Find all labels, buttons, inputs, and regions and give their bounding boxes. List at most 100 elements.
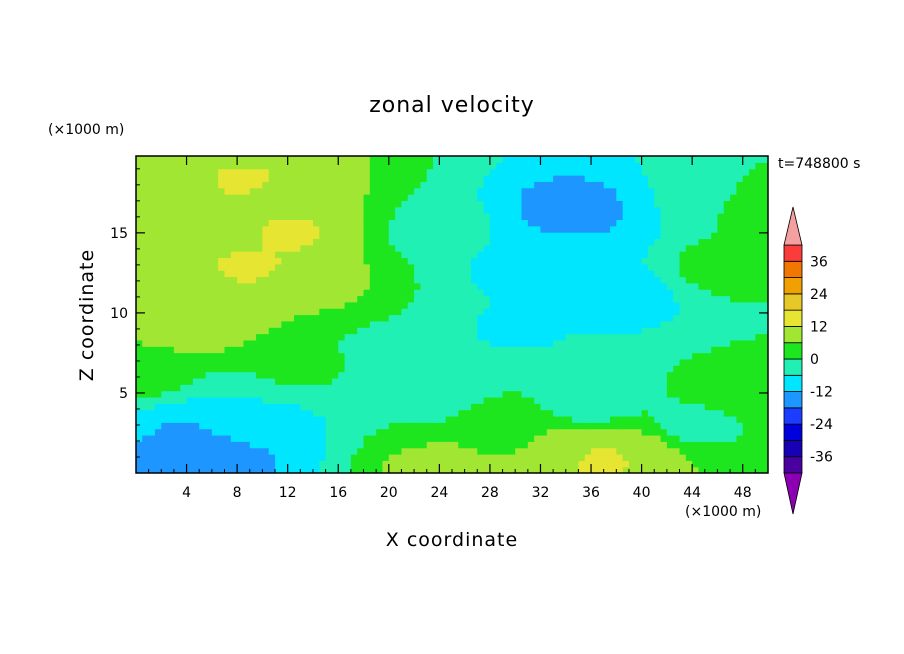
field-cell — [192, 175, 200, 182]
field-cell — [237, 187, 245, 195]
field-cell — [591, 358, 598, 366]
field-cell — [761, 333, 768, 341]
field-cell — [749, 377, 756, 385]
field-cell — [717, 441, 725, 449]
field-cell — [534, 434, 542, 442]
field-cell — [281, 213, 289, 220]
field-cell — [167, 377, 175, 385]
field-cell — [553, 320, 561, 328]
field-cell — [749, 396, 756, 404]
field-cell — [527, 301, 535, 309]
field-cell — [755, 232, 763, 240]
field-cell — [319, 251, 327, 259]
field-cell — [249, 460, 257, 468]
field-cell — [312, 308, 320, 316]
field-cell — [319, 403, 327, 411]
field-cell — [470, 365, 478, 373]
field-cell — [515, 270, 523, 278]
field-cell — [350, 295, 358, 303]
field-cell — [256, 187, 263, 195]
field-cell — [679, 327, 687, 335]
field-cell — [749, 453, 756, 461]
field-cell — [641, 346, 649, 354]
field-cell — [180, 346, 188, 354]
field-cell — [616, 213, 624, 220]
field-cell — [565, 194, 573, 201]
field-cell — [401, 447, 409, 455]
field-cell — [401, 175, 409, 182]
field-cell — [186, 460, 194, 468]
field-cell — [357, 352, 365, 360]
field-cell — [224, 200, 232, 208]
field-cell — [173, 251, 181, 259]
field-cell — [338, 327, 346, 335]
field-cell — [426, 460, 434, 468]
field-cell — [205, 358, 213, 366]
field-cell — [534, 194, 542, 201]
field-cell — [294, 181, 301, 189]
field-cell — [344, 282, 352, 290]
field-cell — [647, 409, 655, 417]
field-cell — [300, 314, 308, 322]
field-cell — [660, 219, 668, 227]
field-cell — [761, 415, 768, 423]
field-cell — [584, 371, 592, 379]
field-cell — [704, 434, 712, 442]
field-cell — [420, 200, 428, 208]
field-cell — [407, 238, 415, 246]
field-cell — [647, 206, 655, 214]
field-cell — [230, 295, 238, 303]
field-cell — [628, 257, 636, 265]
field-cell — [458, 206, 466, 214]
field-cell — [363, 263, 371, 271]
field-cell — [249, 295, 257, 303]
field-cell — [673, 156, 681, 163]
field-cell — [610, 466, 617, 473]
field-cell — [692, 175, 700, 182]
field-cell — [338, 162, 346, 170]
field-cell — [692, 390, 700, 398]
field-cell — [660, 415, 668, 423]
field-cell — [262, 289, 270, 297]
field-cell — [647, 441, 655, 449]
field-cell — [546, 384, 554, 392]
field-cell — [527, 447, 535, 455]
field-cell — [628, 434, 636, 442]
field-cell — [376, 428, 384, 436]
field-cell — [673, 162, 681, 170]
field-cell — [268, 371, 276, 379]
field-cell — [597, 270, 605, 278]
field-cell — [142, 365, 150, 373]
field-cell — [161, 371, 169, 379]
field-cell — [584, 276, 592, 284]
field-cell — [527, 333, 535, 341]
field-cell — [736, 295, 744, 303]
field-cell — [508, 244, 516, 252]
field-cell — [186, 384, 194, 392]
field-cell — [673, 365, 681, 373]
field-cell — [755, 333, 763, 341]
field-cell — [761, 200, 768, 208]
field-cell — [294, 403, 301, 411]
field-cell — [597, 365, 605, 373]
field-cell — [357, 206, 365, 214]
field-cell — [622, 346, 630, 354]
field-cell — [294, 434, 301, 442]
field-cell — [224, 314, 232, 322]
field-cell — [515, 384, 523, 392]
field-cell — [647, 295, 655, 303]
field-cell — [407, 403, 415, 411]
field-cell — [597, 320, 605, 328]
field-cell — [673, 358, 681, 366]
field-cell — [616, 270, 624, 278]
field-cell — [464, 282, 472, 290]
field-cell — [534, 301, 542, 309]
field-cell — [281, 194, 289, 201]
field-cell — [350, 263, 358, 271]
field-cell — [344, 225, 352, 233]
field-cell — [458, 282, 466, 290]
field-cell — [186, 422, 194, 430]
field-cell — [673, 263, 681, 271]
field-cell — [350, 276, 358, 284]
field-cell — [723, 441, 731, 449]
